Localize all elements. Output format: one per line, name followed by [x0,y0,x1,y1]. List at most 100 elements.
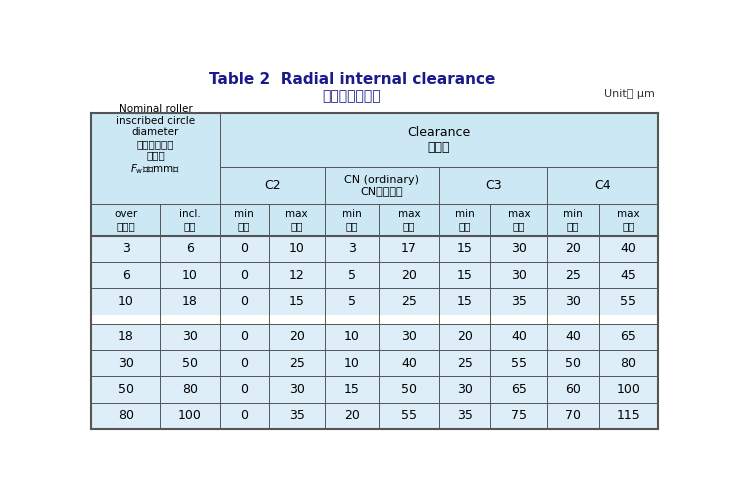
Bar [548,167,658,204]
Text: 0: 0 [240,243,249,255]
Text: 40: 40 [511,330,527,343]
Bar [219,113,658,167]
Bar [269,288,325,315]
Text: 3: 3 [122,243,130,255]
Bar [548,236,599,262]
Bar [160,262,219,288]
Bar [269,204,325,236]
Bar [599,350,658,376]
Text: 35: 35 [289,409,305,422]
Bar [379,350,439,376]
Text: 55: 55 [401,409,417,422]
Bar [219,262,269,288]
Text: Table 2  Radial internal clearance: Table 2 Radial internal clearance [209,72,495,87]
Bar [548,204,599,236]
Bar [599,288,658,315]
Text: 50: 50 [401,383,417,396]
Bar [379,288,439,315]
Bar [379,403,439,429]
Bar [379,376,439,403]
Text: 0: 0 [240,383,249,396]
Text: 100: 100 [616,383,640,396]
Bar [91,350,160,376]
Bar [91,262,160,288]
Bar [91,288,160,315]
Text: max
最大: max 最大 [398,209,420,231]
Text: max
最大: max 最大 [285,209,308,231]
Bar [269,403,325,429]
Bar [325,350,379,376]
Text: 65: 65 [511,383,527,396]
Bar [91,167,219,204]
Bar [219,288,269,315]
Text: 100: 100 [178,409,202,422]
Text: 30: 30 [511,269,527,282]
Bar [439,350,491,376]
Text: Clearance
すきま: Clearance すきま [407,126,470,154]
Text: 50: 50 [565,356,581,370]
Text: min
最小: min 最小 [455,209,474,231]
Text: 0: 0 [240,356,249,370]
Text: 70: 70 [565,409,581,422]
Text: 10: 10 [289,243,305,255]
Bar [599,323,658,350]
Text: 65: 65 [621,330,636,343]
Text: 80: 80 [118,409,134,422]
Bar [491,204,548,236]
Bar [325,376,379,403]
Text: max
最大: max 最大 [507,209,530,231]
Bar [439,403,491,429]
Text: max
最大: max 最大 [617,209,640,231]
Text: C2: C2 [264,179,281,192]
Text: 5: 5 [348,269,356,282]
Text: 15: 15 [344,383,360,396]
Text: 0: 0 [240,269,249,282]
Text: ラジアルすきま: ラジアルすきま [322,89,382,103]
Text: 30: 30 [401,330,417,343]
Bar [269,350,325,376]
Bar [491,350,548,376]
Text: min
最小: min 最小 [342,209,362,231]
Text: 40: 40 [565,330,581,343]
Text: min
最小: min 最小 [235,209,254,231]
Bar [439,204,491,236]
Text: 10: 10 [182,269,198,282]
Bar [269,323,325,350]
Text: 20: 20 [565,243,581,255]
Bar [548,262,599,288]
Bar [91,403,160,429]
Text: 30: 30 [289,383,305,396]
Text: 80: 80 [182,383,198,396]
Bar [219,323,269,350]
Bar [548,350,599,376]
Text: 10: 10 [344,330,360,343]
Bar [599,262,658,288]
Bar [491,288,548,315]
Text: 30: 30 [565,295,581,308]
Text: 30: 30 [182,330,198,343]
Bar [325,204,379,236]
Text: min
最小: min 最小 [564,209,583,231]
Bar [439,262,491,288]
Text: 3: 3 [348,243,355,255]
Text: over
を超え: over を超え [114,209,137,231]
Bar [379,323,439,350]
Bar [160,323,219,350]
Bar [491,262,548,288]
Bar [599,204,658,236]
Bar [325,288,379,315]
Bar [160,376,219,403]
Bar [491,323,548,350]
Bar [325,403,379,429]
Bar [379,262,439,288]
Text: 15: 15 [457,269,473,282]
Text: 50: 50 [182,356,198,370]
Text: CN (ordinary)
CN（普通）: CN (ordinary) CN（普通） [344,175,420,196]
Bar [160,236,219,262]
Text: 15: 15 [457,295,473,308]
Bar [548,288,599,315]
Text: 50: 50 [118,383,134,396]
Bar [91,236,160,262]
Text: 55: 55 [511,356,527,370]
Bar [160,350,219,376]
